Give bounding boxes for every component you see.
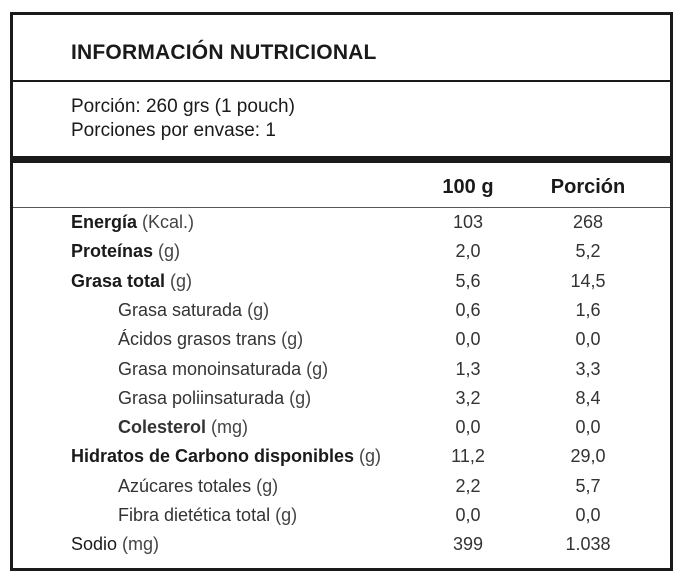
value-per-portion: 1.038	[565, 534, 611, 555]
value-per-100g: 3,2	[455, 387, 481, 408]
nutrient-unit: (mg)	[117, 534, 160, 555]
nutrient-name: Ácidos grasos trans	[118, 329, 277, 350]
nutrient-unit: (g)	[284, 387, 312, 408]
table-row: Fibra dietética total (g) 0,0 0,0	[13, 505, 670, 533]
thick-divider	[13, 156, 670, 163]
table-row: Grasa poliinsaturada (g) 3,2 8,4	[13, 388, 670, 416]
nutrient-name: Grasa poliinsaturada	[118, 387, 285, 408]
nutrient-label: Ácidos grasos trans (g)	[118, 329, 303, 350]
nutrient-label: Grasa monoinsaturada (g)	[118, 359, 328, 380]
table-row: Colesterol (mg) 0,0 0,0	[13, 417, 670, 445]
nutrient-label: Azúcares totales (g)	[118, 476, 278, 497]
nutrient-label: Grasa saturada (g)	[118, 300, 269, 321]
value-per-100g: 0,0	[455, 505, 481, 525]
value-per-100g: 103	[452, 212, 484, 232]
nutrient-unit: (g)	[153, 241, 181, 262]
serving-info: Porción: 260 grs (1 pouch) Porciones por…	[13, 82, 670, 156]
nutrient-name: Proteínas	[71, 241, 154, 262]
servings-per-package: Porciones por envase: 1	[71, 120, 276, 141]
nutrient-name: Azúcares totales	[118, 475, 252, 496]
table-row: Grasa monoinsaturada (g) 1,3 3,3	[13, 359, 670, 387]
table-row: Energía (Kcal.) 103 268	[13, 212, 670, 240]
nutrient-unit: (g)	[242, 299, 270, 320]
value-per-portion: 5,7	[575, 475, 601, 496]
value-per-portion: 0,0	[575, 417, 601, 438]
value-per-100g: 0,0	[455, 329, 481, 350]
value-per-100g: 5,6	[455, 270, 481, 291]
nutrient-name: Grasa saturada	[118, 299, 243, 320]
nutrient-name: Fibra dietética total	[118, 505, 271, 525]
serving-size: Porción: 260 grs (1 pouch)	[71, 96, 295, 117]
table-row: Sodio (mg) 399 1.038	[13, 534, 670, 562]
value-per-100g: 399	[452, 534, 484, 555]
value-per-100g: 0,6	[455, 299, 481, 320]
nutrient-name: Colesterol	[118, 417, 207, 438]
value-per-portion: 268	[572, 212, 604, 232]
value-per-100g: 2,0	[455, 241, 481, 262]
value-per-100g: 11,2	[451, 446, 485, 467]
nutrient-label: Energía (Kcal.)	[71, 212, 194, 233]
nutrient-unit: (g)	[270, 505, 298, 525]
nutrient-unit: (g)	[301, 358, 329, 379]
value-per-100g: 1,3	[455, 358, 481, 379]
value-per-100g: 0,0	[455, 417, 481, 438]
nutrient-label: Grasa poliinsaturada (g)	[118, 388, 311, 409]
table-row: Hidratos de Carbono disponibles (g) 11,2 2…	[13, 446, 670, 474]
column-header-portion: Porción	[550, 176, 626, 198]
table-row: Grasa total (g) 5,6 14,5	[13, 271, 670, 299]
value-per-100g: 2,2	[455, 475, 481, 496]
nutrient-unit: (g)	[165, 270, 193, 291]
nutrient-label: Hidratos de Carbono disponibles (g)	[71, 446, 381, 467]
nutrient-label: Grasa total (g)	[71, 271, 192, 292]
nutrient-name: Grasa total	[71, 270, 166, 291]
nutrient-name: Hidratos de Carbono disponibles	[71, 446, 355, 467]
nutrient-label: Fibra dietética total (g)	[118, 505, 297, 526]
nutrient-name: Energía	[71, 212, 138, 232]
table-row: Grasa saturada (g) 0,6 1,6	[13, 300, 670, 328]
nutrient-unit: (g)	[354, 446, 382, 467]
nutrient-label: Proteínas (g)	[71, 241, 180, 262]
nutrient-label: Colesterol (mg)	[118, 417, 248, 438]
nutrient-name: Grasa monoinsaturada	[118, 358, 302, 379]
header-divider	[13, 207, 670, 208]
value-per-portion: 5,2	[575, 241, 601, 262]
table-row: Ácidos grasos trans (g) 0,0 0,0	[13, 329, 670, 357]
value-per-portion: 1,6	[575, 299, 601, 320]
title-row: INFORMACIÓN NUTRICIONAL	[13, 15, 670, 82]
nutrient-unit: (mg)	[206, 417, 249, 438]
nutrient-unit: (g)	[276, 329, 304, 350]
value-per-portion: 0,0	[575, 505, 601, 525]
value-per-portion: 3,3	[575, 358, 601, 379]
value-per-portion: 29,0	[570, 446, 606, 467]
nutrient-label: Sodio (mg)	[71, 534, 159, 555]
value-per-portion: 0,0	[575, 329, 601, 350]
value-per-portion: 8,4	[575, 387, 601, 408]
nutrition-facts-panel: INFORMACIÓN NUTRICIONAL Porción: 260 grs…	[10, 12, 673, 571]
nutrient-unit: (Kcal.)	[137, 212, 195, 232]
nutrient-unit: (g)	[251, 475, 279, 496]
value-per-portion: 14,5	[570, 270, 606, 291]
table-row: Azúcares totales (g) 2,2 5,7	[13, 476, 670, 504]
nutrient-name: Sodio	[71, 534, 118, 555]
table-row: Proteínas (g) 2,0 5,2	[13, 241, 670, 269]
column-header-100g: 100 g	[442, 176, 494, 198]
panel-title: INFORMACIÓN NUTRICIONAL	[71, 41, 377, 64]
